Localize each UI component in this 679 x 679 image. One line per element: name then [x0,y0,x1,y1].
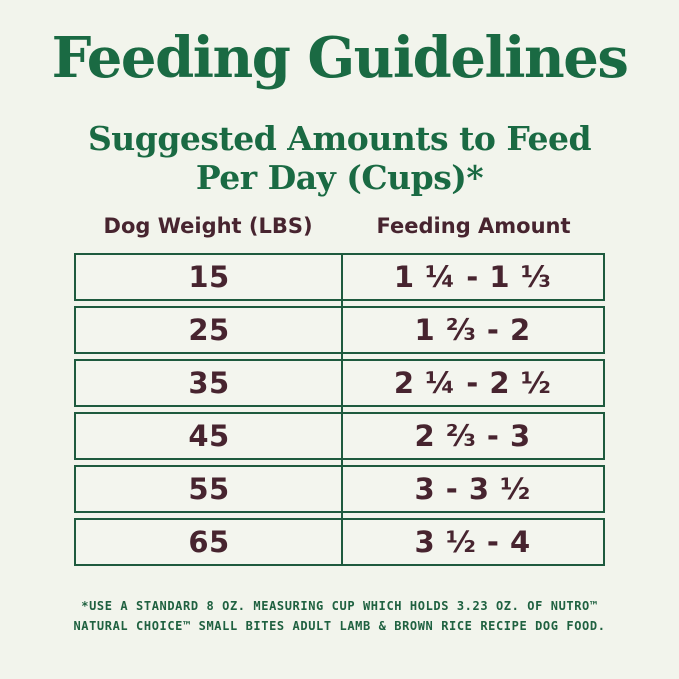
subtitle-line-1: Suggested Amounts to Feed [87,119,592,158]
feeding-table: 15 1 ¼ - 1 ⅓ 25 1 ⅔ - 2 35 2 ¼ - 2 ½ 45 … [74,253,605,566]
page-subtitle: Suggested Amounts to Feed Per Day (Cups)… [0,119,679,197]
dog-weight-value: 45 [188,419,230,453]
subtitle-line-2: Per Day (Cups)* [195,157,484,197]
column-divider [341,253,344,566]
feeding-amount-value: 2 ⅔ - 3 [414,419,531,453]
footnote: *USE A STANDARD 8 OZ. MEASURING CUP WHIC… [0,597,679,637]
dog-weight-value: 55 [188,472,230,506]
table-row: 45 2 ⅔ - 3 [74,412,605,460]
dog-weight-value: 35 [188,366,230,400]
feeding-amount-value: 3 - 3 ½ [414,472,531,506]
table-row: 15 1 ¼ - 1 ⅓ [74,253,605,301]
table-row: 35 2 ¼ - 2 ½ [74,359,605,407]
footnote-line-2: NATURAL CHOICE™ SMALL BITES ADULT LAMB &… [73,618,606,633]
dog-weight-value: 25 [188,313,230,347]
feeding-amount-value: 3 ½ - 4 [414,525,531,559]
dog-weight-value: 15 [188,260,230,294]
table-row: 25 1 ⅔ - 2 [74,306,605,354]
page-title: Feeding Guidelines [51,25,629,91]
table-row: 55 3 - 3 ½ [74,465,605,513]
column-header-feeding-amount: Feeding Amount [376,214,571,238]
feeding-amount-value: 2 ¼ - 2 ½ [393,366,552,400]
table-column-headers: Dog Weight (LBS) Feeding Amount [74,214,605,238]
feeding-amount-value: 1 ⅔ - 2 [414,313,531,347]
dog-weight-value: 65 [188,525,230,559]
table-row: 65 3 ½ - 4 [74,518,605,566]
column-header-dog-weight: Dog Weight (LBS) [103,214,313,238]
footnote-line-1: *USE A STANDARD 8 OZ. MEASURING CUP WHIC… [81,599,598,613]
feeding-amount-value: 1 ¼ - 1 ⅓ [393,260,552,294]
